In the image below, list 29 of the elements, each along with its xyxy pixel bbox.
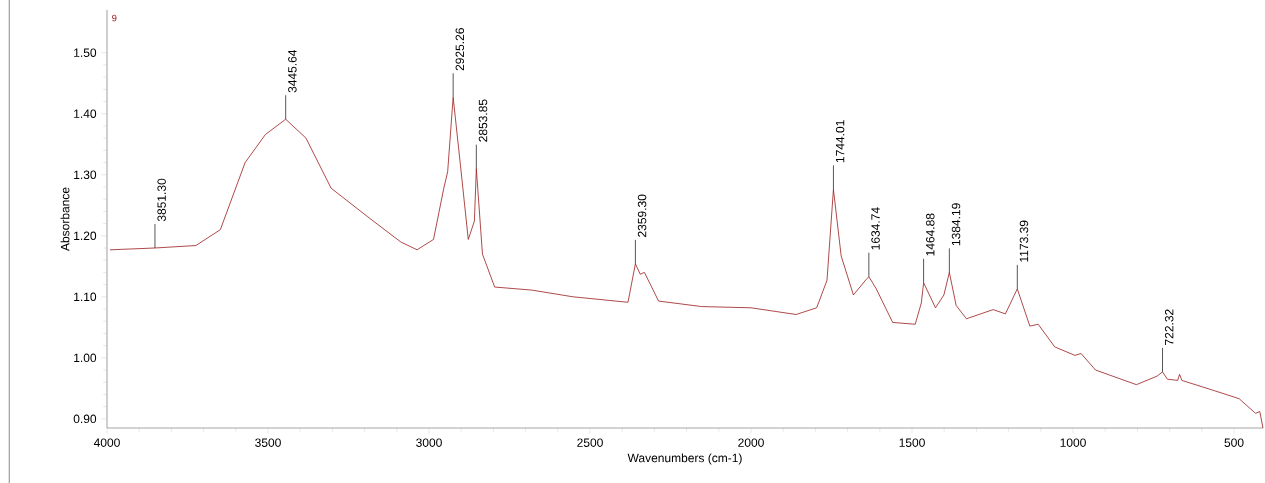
annotation: 722.32 [1164,309,1174,345]
annotation: 3851.30 [157,178,166,222]
annotation: 1384.19 [951,203,961,246]
y-tick-label: 1.50 [74,48,97,57]
annotation: 2853.85 [478,99,488,142]
y-tick-label: 1.30 [74,170,97,180]
x-tick-label: 2000 [738,438,764,447]
x-tick-label: 2500 [577,438,603,447]
y-tick-label: 1.40 [74,109,97,118]
x-tick-label: 1500 [899,438,925,447]
x-tick-label: 4000 [93,438,120,447]
annotation: 2359.30 [637,194,647,237]
annotation: 1634.74 [871,207,880,250]
annotation: 2925.26 [455,28,465,71]
y-tick-label: 0.90 [73,414,97,424]
y-tick-label: 1.00 [74,353,97,363]
annotation: 3445.64 [288,49,297,93]
y-axis-title: Absorbance [60,187,70,251]
y-tick-label: 1.10 [74,292,97,302]
annotation: 1173.39 [1019,220,1029,262]
annotation: 9 [112,14,117,22]
annotation: 1464.88 [926,213,935,256]
annotation: 1744.01 [835,120,845,163]
x-tick-label: 3500 [255,438,281,447]
y-tick-label: 1.20 [74,231,97,241]
x-tick-label: 500 [1224,438,1244,447]
x-axis-title: Wavenumbers (cm-1) [627,453,742,465]
x-tick-label: 1000 [1060,438,1086,447]
x-tick-label: 3000 [416,438,442,447]
